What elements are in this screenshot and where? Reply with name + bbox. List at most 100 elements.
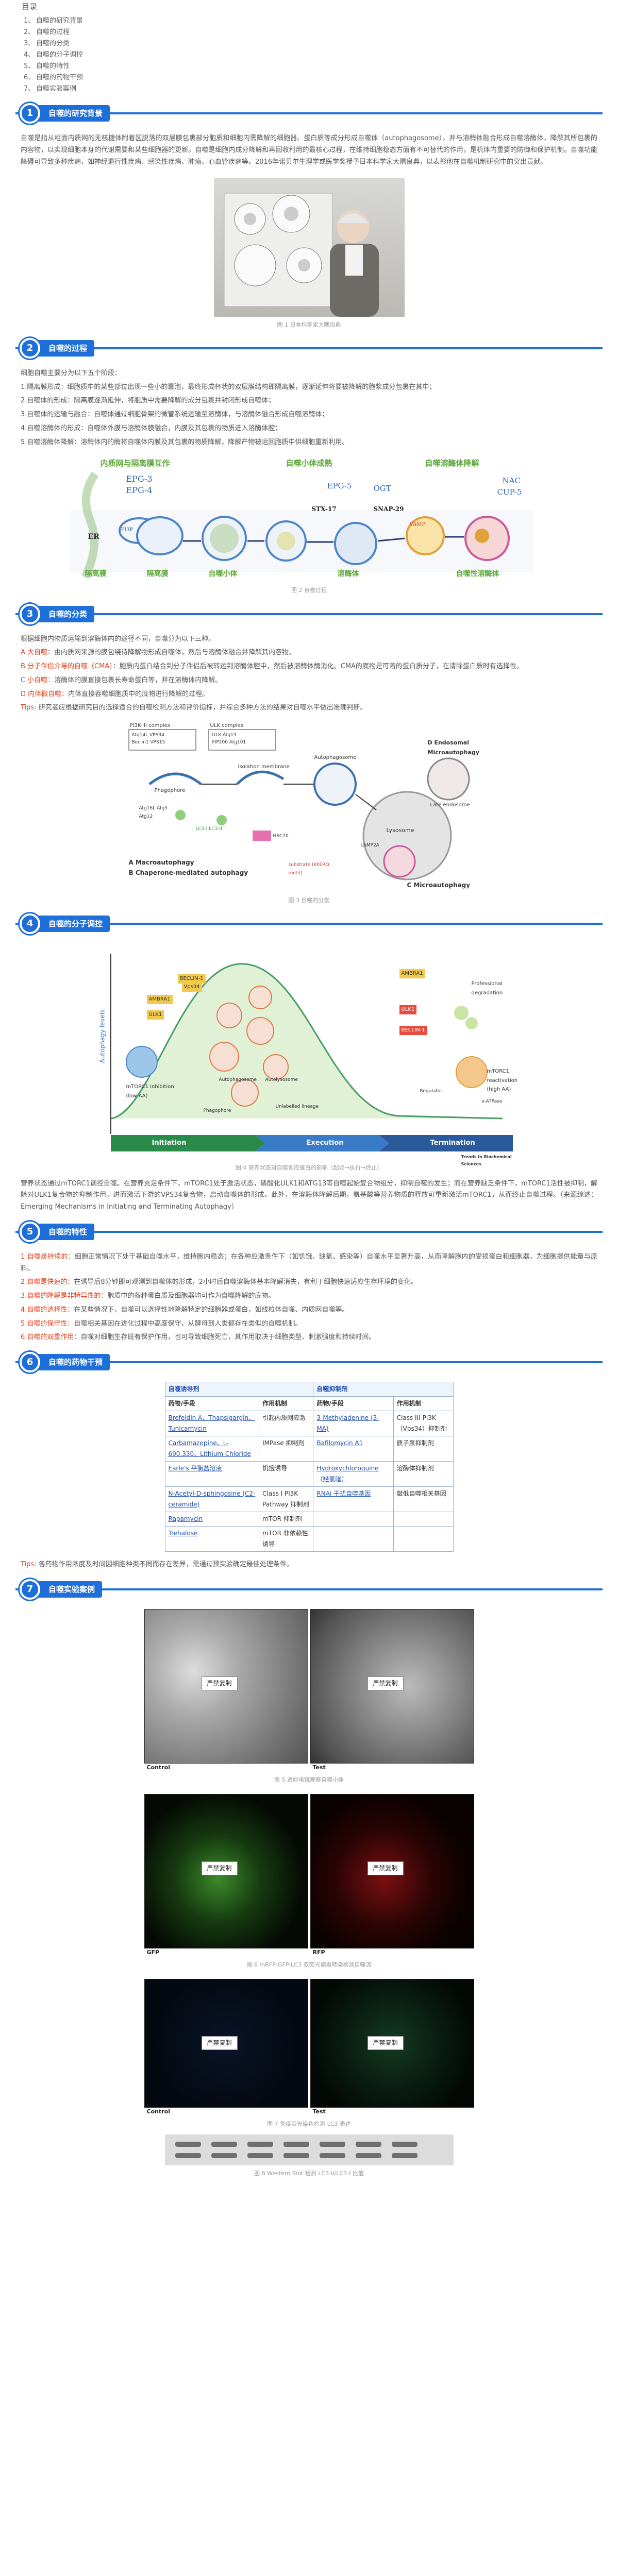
header-bar (15, 112, 603, 115)
table-cell (393, 1512, 454, 1527)
property-text: 自噬相关基因在进化过程中高度保守，从酵母到人类都存在类似的自噬机制。 (74, 1319, 302, 1328)
col-drug: 药物/手段 (164, 1396, 260, 1411)
toc-item[interactable]: 6、 自噬的药物干预 (22, 72, 596, 83)
mechanism-text: 饥饿诱导 (262, 1465, 288, 1472)
figure-caption: 图 2 自噬过程 (291, 587, 327, 594)
if-figure: 严禁复制 Control 严禁复制 Test (144, 1979, 474, 2115)
label-regulator: Regulator (420, 1089, 443, 1094)
em-figure: 严禁复制 Control 严禁复制 Test (144, 1608, 474, 1771)
classification-key: A 大自噬： (21, 649, 55, 657)
paragraph: 自噬是指从粗面内质网的无核糖体附着区脱落的双层膜包裹部分胞质和细胞内需降解的细胞… (21, 134, 597, 166)
stage-label-3: 自噬小体 (208, 570, 238, 579)
paragraph: 细胞自噬主要分为以下五个阶段： (21, 369, 122, 377)
table-of-contents: 目录 1、 自噬的研究背景 2、 自噬的过程 3、 自噬的分类 4、 自噬的分子调控 5、 自噬的… (0, 0, 618, 95)
label-cma: B Chaperone-mediated autophagy (128, 869, 248, 876)
section-header: 自噬的过程 2 (15, 337, 603, 361)
toc-item[interactable]: 2、 自噬的过程 (22, 27, 596, 38)
badge-beclin: BECLIN-1 (177, 974, 206, 984)
label-vatpase: v-ATPase (481, 1099, 503, 1105)
steps-list: 1.隔离膜形成：细胞质中的某些部位出现一些小的囊泡，最终形成杯状的双层膜结构即隔… (15, 382, 603, 449)
toc-item[interactable]: 5、 自噬的特性 (22, 61, 596, 72)
label-source: Trends in Biochemical Sciences (461, 1155, 512, 1167)
property-item: 3.自噬的降解是非特异性的：胞质中的各种蛋白质及细胞器均可作为自噬降解的底物。 (21, 1291, 597, 1302)
drug-link[interactable]: RNAi 干扰自噬基因 (316, 1490, 371, 1497)
stage-label-2: 隔离膜 (146, 570, 169, 579)
classification-text: 溶酶体的膜直接包裹长寿命蛋白等，并在溶酶体内降解。 (54, 676, 222, 684)
toc-item-label: 自噬的特性 (36, 62, 70, 71)
tips-label: Tips: (21, 1561, 37, 1568)
regulation-svg (110, 954, 513, 1152)
header-bar (15, 347, 603, 349)
label-ogt: OGT (373, 484, 391, 494)
drug-link[interactable]: Earle's 平衡盐溶液 (168, 1465, 222, 1472)
property-item: 1.自噬是持续的：细胞正常情况下处于基础自噬水平，维持胞内稳态；在各种应激条件下… (21, 1251, 597, 1275)
toc-item-label: 自噬的过程 (36, 28, 70, 37)
drug-link[interactable]: Carbamazepine、L-690,330、Lithium Chloride (168, 1439, 251, 1458)
em-test: 严禁复制 Test (310, 1608, 474, 1771)
table-cell: RNAi 干扰自噬基因 (313, 1486, 394, 1512)
property-text: 细胞正常情况下处于基础自噬水平，维持胞内稳态；在各种应激条件下（如饥饿、缺氧、感… (21, 1252, 597, 1273)
drug-link[interactable]: 3-Methyladenine (3-MA) (316, 1414, 379, 1432)
section-classification: 自噬的分类 3 根据细胞内物质运输到溶酶体内的途径不同，自噬分为以下三种。 A … (0, 603, 618, 906)
mechanism-text: mTOR 非依赖性诱导 (262, 1530, 308, 1548)
table-cell (313, 1526, 394, 1552)
section-regulation: 自噬的分子调控 4 Autophagy levels (0, 912, 618, 1213)
stage-label-5: 自噬性溶酶体 (456, 570, 499, 579)
toc-item-number: 6、 (24, 74, 35, 82)
section-number: 7 (20, 1579, 40, 1600)
table-cell: 溶酶体抑制剂 (393, 1461, 454, 1487)
drug-link[interactable]: Hydroxychloroquine（羟氯喹） (316, 1465, 379, 1483)
header-inhibitor: 自噬抑制剂 (313, 1382, 454, 1397)
section-number: 6 (20, 1352, 40, 1372)
drug-link[interactable]: Brefeldin A、Thapsigargin、Tunicamycin (168, 1414, 255, 1432)
col-drug: 药物/手段 (313, 1396, 394, 1411)
section-header: 自噬的药物干预 6 (15, 1351, 603, 1375)
header-bar (15, 1230, 603, 1233)
gfp-label: GFP (146, 1948, 160, 1956)
section-header: 自噬的研究背景 1 (15, 102, 603, 126)
label-unlabelled: Unlabelled lineage (275, 1104, 319, 1110)
toc-item[interactable]: 1、 自噬的研究背景 (22, 15, 596, 27)
label-phagophore: Phagophore (154, 788, 186, 793)
property-key: 3.自噬的降解是非特异性的： (21, 1292, 108, 1300)
label-lamp2a: LAMP2A (360, 843, 379, 848)
label-nac: NAC (502, 476, 521, 486)
drug-link[interactable]: Trehalose (168, 1530, 198, 1537)
label-vamp: VAMP (409, 522, 426, 528)
drug-link[interactable]: Bafilomycin A1 (316, 1439, 363, 1447)
header-inducer: 自噬诱导剂 (164, 1382, 314, 1397)
badge-ambra1-b: AMBRA1 (399, 969, 425, 978)
figure-caption: 图 7 免疫荧光染色检测 LC3 表达 (267, 2121, 351, 2128)
badge-beclin-b: BECLIN-1 (399, 1026, 427, 1035)
drug-link[interactable]: N-Acetyl-D-sphingosine (C2-ceramide) (168, 1490, 256, 1508)
classification-item: A 大自噬：由内质网来源的膜包绕待降解物形成自噬体，然后与溶酶体融合并降解其内容… (21, 647, 597, 659)
label-lc3: LC3-I LC3-II (195, 826, 222, 832)
label-pi3k-a: Atg14L VPS34 (131, 733, 164, 738)
section-number: 1 (20, 103, 40, 124)
toc-item[interactable]: 3、 自噬的分类 (22, 38, 596, 49)
label-ulk-b: FIP200 Atg101 (212, 740, 246, 745)
stage-label-1: 隔离膜 (85, 570, 107, 579)
watermark-stamp: 严禁复制 (367, 2036, 404, 2050)
label-hsc70: HSC70 (273, 834, 289, 839)
if-test: 严禁复制 Test (310, 1979, 474, 2115)
property-text: 在诱导后8分钟即可观测到自噬体的形成，2小时后自噬溶酶体基本降解消失，有利于细胞… (74, 1278, 417, 1286)
classification-text: 内体直接吞噬细胞质中的底物进行降解的过程。 (68, 690, 209, 698)
table-cell: 3-Methyladenine (3-MA) (313, 1411, 394, 1436)
toc-item-number: 1、 (24, 17, 35, 25)
toc-item[interactable]: 7、 自噬实验案例 (22, 83, 596, 95)
section-drugs: 自噬的药物干预 6 自噬诱导剂 自噬抑制剂 药物/手段 作用机制 药物/手段 作… (0, 1351, 618, 1571)
label-er-isolation: 内质网与隔离膜互作 (100, 459, 170, 468)
watermark-stamp: 严禁复制 (201, 2036, 238, 2050)
toc-item[interactable]: 4、 自噬的分子调控 (22, 49, 596, 61)
table-row: Carbamazepine、L-690,330、Lithium Chloride… (164, 1436, 454, 1462)
photo-figure (213, 177, 405, 317)
label-epg3: EPG-3 (126, 474, 153, 484)
property-text: 在某些情况下，自噬可以选择性地降解特定的细胞器或蛋白，如线粒体自噬、内质网自噬等… (74, 1306, 349, 1314)
drug-link[interactable]: Rapamycin (168, 1515, 203, 1522)
properties-list: 1.自噬是持续的：细胞正常情况下处于基础自噬水平，维持胞内稳态；在各种应激条件下… (15, 1251, 603, 1344)
label-maturation: 自噬小体成熟 (286, 459, 332, 468)
section-header: 自噬的特性 5 (15, 1221, 603, 1244)
table-row: Earle's 平衡盐溶液 饥饿诱导 Hydroxychloroquine（羟氯喹）… (164, 1461, 454, 1487)
label-yaxis: Autophagy levels (98, 1009, 106, 1063)
